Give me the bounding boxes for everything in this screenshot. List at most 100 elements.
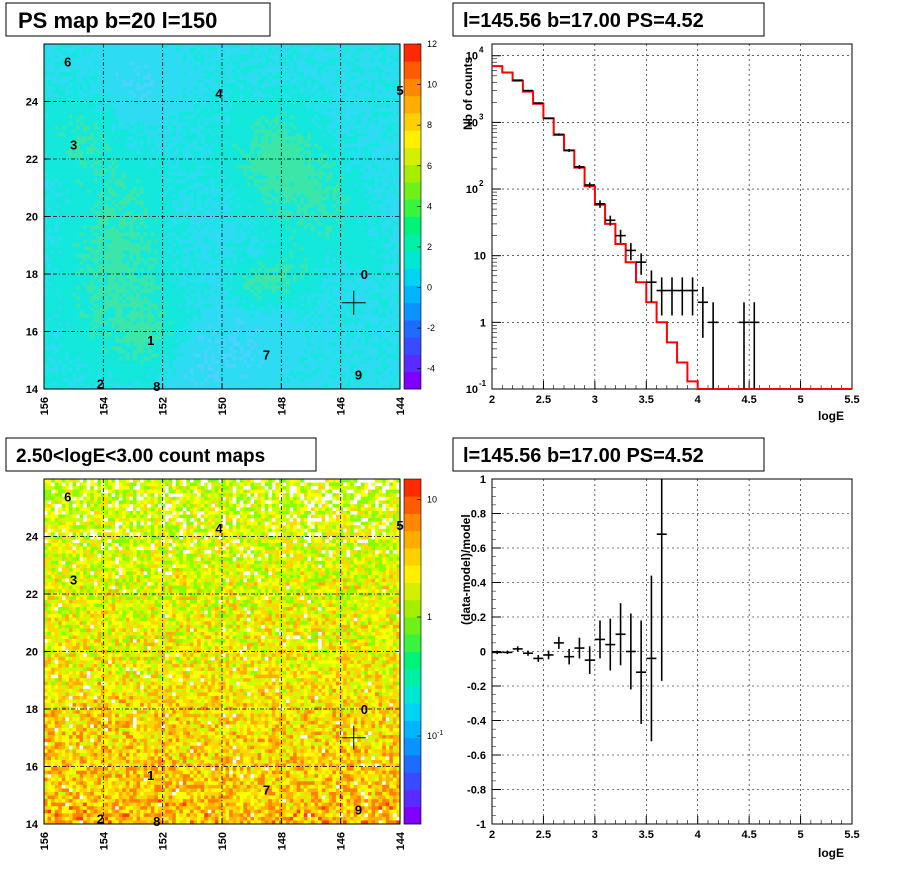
spectrum-xlabel: logE — [818, 409, 844, 423]
spectrum-data-point — [512, 79, 523, 81]
palette-cell — [404, 251, 421, 269]
spectrum-data-point — [708, 302, 719, 389]
ps-map-heatmap — [44, 44, 401, 390]
residuals-x-tick-label: 3 — [592, 829, 598, 841]
spectrum-data-point — [687, 277, 698, 316]
spectrum-x-tick-label: 4.5 — [741, 394, 756, 406]
spectrum-data-point — [522, 89, 534, 92]
residuals-y-tick-label: 0.2 — [471, 612, 486, 624]
spectrum-data-point — [656, 277, 667, 316]
map-y-tick-label: 18 — [26, 269, 38, 281]
residuals-y-tick-label: 0 — [480, 647, 486, 659]
palette-label: -4 — [427, 364, 435, 374]
palette-cell — [404, 720, 421, 739]
residuals-y-tick-label: -0.4 — [467, 716, 487, 728]
palette-cell — [404, 496, 421, 514]
spectrum-y-tick-label: 10 — [474, 251, 486, 263]
residual-point — [636, 620, 647, 724]
spectrum-data-point — [749, 302, 760, 389]
residual-point — [492, 650, 503, 655]
spectrum-data-point — [738, 302, 750, 389]
spectrum-x-tick-label: 3 — [592, 394, 598, 406]
palette-cell — [404, 789, 421, 808]
palette-label-exp: 10 — [427, 731, 437, 741]
palette-cell — [404, 113, 421, 131]
palette-cell — [404, 354, 421, 373]
palette-label: 0 — [427, 283, 432, 293]
residual-point — [543, 650, 554, 660]
palette-cell — [404, 199, 421, 217]
palette-cell — [404, 130, 421, 148]
map-x-tick-label: 154 — [98, 831, 110, 850]
palette-cell — [404, 78, 421, 97]
palette-cell — [404, 147, 421, 166]
palette-cell — [404, 651, 421, 670]
source-label: 5 — [396, 518, 403, 533]
spectrum-data-points — [512, 79, 760, 389]
palette-label: 8 — [427, 120, 432, 130]
spectrum-data-point — [615, 229, 626, 243]
source-label: 8 — [153, 379, 160, 394]
palette-cell — [404, 548, 421, 566]
palette-cell — [404, 479, 421, 497]
source-label: 4 — [215, 521, 223, 536]
residuals-y-tick-label: -0.8 — [467, 785, 486, 797]
residuals-y-tick-label: 0.4 — [471, 578, 487, 590]
spectrum-data-point — [605, 215, 616, 226]
residual-point — [595, 620, 605, 659]
map-y-tick-label: 14 — [26, 384, 39, 396]
palette-cell — [404, 61, 421, 79]
map-y-tick-label: 18 — [26, 704, 38, 716]
residuals-y-tick-label: -1 — [476, 819, 486, 831]
map-x-tick-label: 154 — [98, 396, 110, 415]
spectrum-frame — [491, 43, 853, 390]
source-label: 3 — [70, 573, 77, 588]
map-x-tick-label: 146 — [336, 397, 348, 415]
map-y-tick-label: 22 — [26, 154, 38, 166]
residual-point — [615, 603, 626, 666]
residuals-y-tick-label: -0.2 — [467, 681, 486, 693]
spectrum-y-tick-label: 104 — [466, 46, 484, 63]
panel-spectrum: 2 2.5 3 3.5 4 4.5 5 5.5 10-1 1 10 102 103 104 Nb of c… — [452, 2, 860, 423]
residual-point — [656, 479, 667, 681]
source-label: 7 — [263, 783, 270, 798]
palette-cell — [404, 95, 421, 114]
residual-point — [605, 618, 616, 671]
source-label: 8 — [153, 814, 160, 829]
residuals-y-tick-label: -0.6 — [467, 750, 486, 762]
spectrum-x-tick-label: 5.5 — [844, 394, 859, 406]
palette-cell — [404, 772, 421, 790]
spectrum-y-tick-label: 1 — [480, 317, 486, 329]
residuals-x-tick-label: 5.5 — [844, 829, 859, 841]
palette-cell — [404, 599, 421, 618]
spectrum-data-point — [574, 164, 585, 169]
map-x-tick-label: 144 — [395, 396, 407, 415]
palette-label: 12 — [427, 39, 437, 49]
palette-cell — [404, 634, 421, 652]
panel-residuals: 2 2.5 3 3.5 4 4.5 5 5.5 1 0.8 0.6 0.4 0.2 0 -0.2 -0.4 -0… — [452, 437, 860, 860]
residual-point — [502, 650, 513, 655]
source-label: 7 — [263, 348, 270, 363]
residuals-ylabel: (data-model)/model — [459, 514, 473, 625]
source-label: 1 — [147, 768, 154, 783]
count-map-title-box — [5, 437, 317, 472]
map-x-tick-label: 156 — [39, 397, 51, 415]
map-x-tick-label: 152 — [158, 832, 170, 850]
spectrum-title: l=145.56 b=17.00 PS=4.52 — [463, 10, 704, 32]
residuals-title: l=145.56 b=17.00 PS=4.52 — [463, 445, 704, 467]
palette-cell — [404, 530, 421, 549]
palette-cell — [404, 371, 421, 390]
residuals-x-tick-label: 4 — [695, 829, 702, 841]
source-label: 3 — [70, 138, 77, 153]
palette-cell — [404, 582, 421, 601]
residual-point — [574, 637, 585, 659]
residual-point — [512, 646, 523, 652]
source-label: 2 — [97, 376, 104, 391]
source-label: 2 — [97, 811, 104, 826]
palette-cell — [404, 216, 421, 235]
spectrum-data-point — [584, 182, 595, 188]
spectrum-x-tick-label: 3.5 — [639, 394, 654, 406]
count-map-crosshair — [341, 725, 366, 750]
